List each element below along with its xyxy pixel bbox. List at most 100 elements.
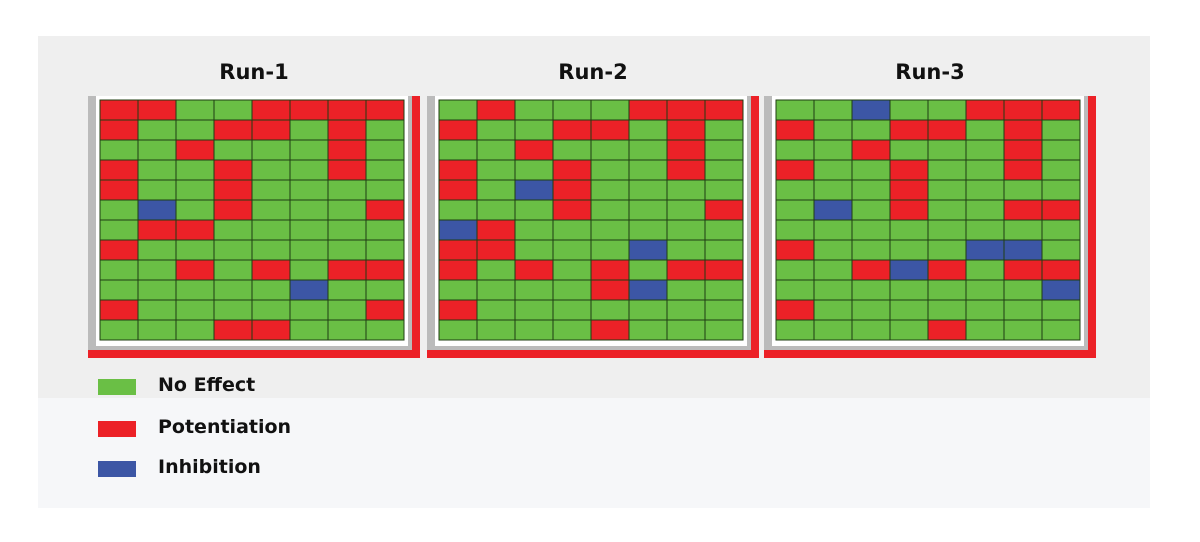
run-2-cell-r6-c5-no-effect <box>590 199 630 221</box>
run-3-cell-r8-c6-inhibition <box>965 239 1005 261</box>
run-2-cell-r4-c3-no-effect <box>514 159 554 181</box>
run-3-cell-r9-c4-inhibition <box>889 259 929 281</box>
run-3-title: Run-3 <box>895 60 965 84</box>
run-2-cell-r5-c4-potentiation <box>552 179 592 201</box>
legend-label-inhibition: Inhibition <box>158 456 261 478</box>
run-3-cell-r11-c6-no-effect <box>965 299 1005 321</box>
run-3-grid <box>775 99 1081 341</box>
run-2-cell-r1-c4-no-effect <box>552 99 592 121</box>
run-3-cell-r5-c2-no-effect <box>813 179 853 201</box>
run-1-cell-r4-c3-no-effect <box>175 159 215 181</box>
run-3-cell-r6-c3-no-effect <box>851 199 891 221</box>
run-2-title: Run-2 <box>558 60 628 84</box>
run-1-cell-r12-c7-no-effect <box>327 319 367 341</box>
run-2-cell-r10-c5-potentiation <box>590 279 630 301</box>
run-1-cell-r5-c6-no-effect <box>289 179 329 201</box>
run-2-cell-r2-c5-potentiation <box>590 119 630 141</box>
run-1-cell-r8-c7-no-effect <box>327 239 367 261</box>
run-1-cell-r12-c2-no-effect <box>137 319 177 341</box>
run-2-cell-r11-c6-no-effect <box>628 299 668 321</box>
run-1-cell-r8-c2-no-effect <box>137 239 177 261</box>
run-3-cell-r9-c1-no-effect <box>775 259 815 281</box>
run-3-cell-r2-c3-no-effect <box>851 119 891 141</box>
run-3-cell-r4-c1-potentiation <box>775 159 815 181</box>
legend-item-potentiation: Potentiation <box>98 416 418 442</box>
run-2-cell-r4-c5-no-effect <box>590 159 630 181</box>
run-1-cell-r12-c8-no-effect <box>365 319 405 341</box>
run-3-cell-r8-c4-no-effect <box>889 239 929 261</box>
run-1-cell-r5-c1-potentiation <box>99 179 139 201</box>
run-2-cell-r3-c1-no-effect <box>438 139 478 161</box>
run-3-cell-r8-c7-inhibition <box>1003 239 1043 261</box>
run-2-cell-r5-c6-no-effect <box>628 179 668 201</box>
run-3-cell-r10-c1-no-effect <box>775 279 815 301</box>
run-2-cell-r8-c8-no-effect <box>704 239 744 261</box>
run-1-cell-r8-c1-potentiation <box>99 239 139 261</box>
run-3-cell-r10-c4-no-effect <box>889 279 929 301</box>
run-2-cell-r5-c2-no-effect <box>476 179 516 201</box>
run-1-cell-r9-c6-no-effect <box>289 259 329 281</box>
run-3-cell-r3-c3-potentiation <box>851 139 891 161</box>
run-3-cell-r12-c5-potentiation <box>927 319 967 341</box>
run-2-cell-r1-c8-potentiation <box>704 99 744 121</box>
run-3-cell-r2-c7-potentiation <box>1003 119 1043 141</box>
run-1-cell-r11-c3-no-effect <box>175 299 215 321</box>
legend-label-potentiation: Potentiation <box>158 416 292 438</box>
run-2-cell-r6-c2-no-effect <box>476 199 516 221</box>
run-3-cell-r1-c5-no-effect <box>927 99 967 121</box>
run-2-cell-r9-c3-potentiation <box>514 259 554 281</box>
run-3-cell-r2-c2-no-effect <box>813 119 853 141</box>
run-1-cell-r2-c1-potentiation <box>99 119 139 141</box>
run-2-cell-r3-c7-potentiation <box>666 139 706 161</box>
run-1-cell-r7-c7-no-effect <box>327 219 367 241</box>
run-2-cell-r2-c8-no-effect <box>704 119 744 141</box>
run-2-cell-r12-c7-no-effect <box>666 319 706 341</box>
run-2-cell-r6-c6-no-effect <box>628 199 668 221</box>
run-2-cell-r12-c4-no-effect <box>552 319 592 341</box>
run-2-cell-r1-c6-potentiation <box>628 99 668 121</box>
run-3-cell-r12-c6-no-effect <box>965 319 1005 341</box>
run-2-cell-r6-c7-no-effect <box>666 199 706 221</box>
run-1-cell-r2-c5-potentiation <box>251 119 291 141</box>
run-2-cell-r5-c7-no-effect <box>666 179 706 201</box>
run-1-cell-r4-c8-no-effect <box>365 159 405 181</box>
run-3-cell-r12-c7-no-effect <box>1003 319 1043 341</box>
run-2-cell-r12-c8-no-effect <box>704 319 744 341</box>
run-1-cell-r5-c5-no-effect <box>251 179 291 201</box>
run-1-cell-r1-c1-potentiation <box>99 99 139 121</box>
run-2-cell-r8-c7-no-effect <box>666 239 706 261</box>
run-3-cell-r12-c3-no-effect <box>851 319 891 341</box>
run-2-grid <box>438 99 744 341</box>
run-2-cell-r10-c6-inhibition <box>628 279 668 301</box>
run-2-cell-r5-c8-no-effect <box>704 179 744 201</box>
run-2-cell-r12-c2-no-effect <box>476 319 516 341</box>
run-1-cell-r1-c2-potentiation <box>137 99 177 121</box>
run-3-cell-r1-c7-potentiation <box>1003 99 1043 121</box>
run-3-cell-r5-c3-no-effect <box>851 179 891 201</box>
run-1-cell-r10-c5-no-effect <box>251 279 291 301</box>
run-2-cell-r9-c2-no-effect <box>476 259 516 281</box>
run-2-cell-r6-c3-no-effect <box>514 199 554 221</box>
run-3-cell-r8-c5-no-effect <box>927 239 967 261</box>
run-3-cell-r3-c5-no-effect <box>927 139 967 161</box>
run-2-cell-r12-c6-no-effect <box>628 319 668 341</box>
run-1-cell-r6-c8-potentiation <box>365 199 405 221</box>
run-2-cell-r7-c2-potentiation <box>476 219 516 241</box>
run-3-cell-r4-c3-no-effect <box>851 159 891 181</box>
run-1-cell-r9-c1-no-effect <box>99 259 139 281</box>
run-2-cell-r9-c1-potentiation <box>438 259 478 281</box>
legend-swatch-no-effect <box>98 379 136 395</box>
run-3-cell-r12-c8-no-effect <box>1041 319 1081 341</box>
run-2-cell-r8-c6-inhibition <box>628 239 668 261</box>
run-2-cell-r3-c2-no-effect <box>476 139 516 161</box>
run-1-cell-r12-c4-potentiation <box>213 319 253 341</box>
run-1-cell-r4-c4-potentiation <box>213 159 253 181</box>
run-2-cell-r3-c3-potentiation <box>514 139 554 161</box>
run-2-cell-r3-c6-no-effect <box>628 139 668 161</box>
run-3-cell-r3-c2-no-effect <box>813 139 853 161</box>
run-1-cell-r11-c4-no-effect <box>213 299 253 321</box>
run-1-cell-r6-c3-no-effect <box>175 199 215 221</box>
run-3-cell-r3-c6-no-effect <box>965 139 1005 161</box>
run-2-cell-r1-c1-no-effect <box>438 99 478 121</box>
